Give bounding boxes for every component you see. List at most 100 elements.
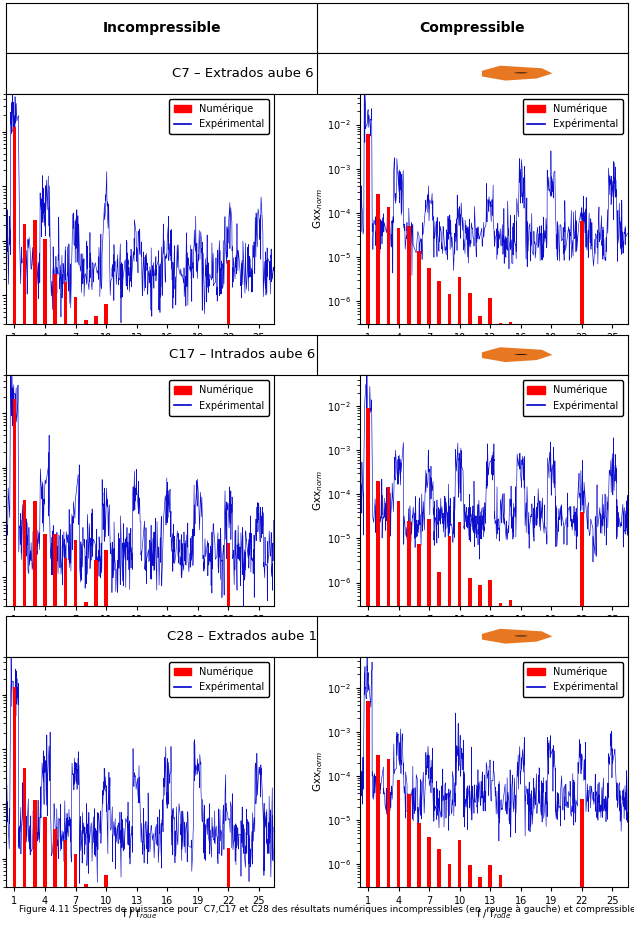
Bar [23,768,27,940]
Bar [397,780,400,940]
Bar [590,636,594,940]
Polygon shape [482,347,552,362]
Bar [196,685,200,940]
Bar [247,677,250,940]
Bar [468,578,472,940]
Bar [540,905,543,940]
Bar [94,560,98,940]
Bar [611,362,614,940]
Bar [498,875,502,940]
Bar [407,793,410,940]
Bar [74,854,77,940]
Text: Figure 4.11 Spectres de puissance pour  C7,C17 et C28 des résultats numériques i: Figure 4.11 Spectres de puissance pour C… [19,904,634,914]
Bar [508,322,512,940]
Bar [115,338,118,940]
Bar [105,875,108,940]
Bar [508,888,512,940]
Bar [397,501,400,940]
Bar [590,352,594,940]
Bar [611,931,614,940]
Bar [377,481,380,940]
Bar [145,355,148,940]
X-axis label: f / f$_{roue}$: f / f$_{roue}$ [476,626,512,640]
Bar [226,259,230,940]
Bar [508,600,512,940]
Bar [33,220,37,940]
Bar [417,822,421,940]
X-axis label: f / f$_{roue}$: f / f$_{roue}$ [476,907,512,921]
Bar [580,221,584,940]
Bar [247,407,250,940]
Bar [155,932,159,940]
Bar [63,840,67,940]
X-axis label: f / f$_{roue}$: f / f$_{roue}$ [122,626,158,640]
Bar [458,522,462,940]
Bar [600,929,604,940]
Bar [13,127,16,940]
Bar [84,603,87,940]
Bar [540,339,543,940]
Bar [257,708,261,940]
Bar [236,396,240,940]
Bar [216,665,220,940]
Bar [468,293,472,940]
X-axis label: f / f$_{roue}$: f / f$_{roue}$ [122,907,158,921]
Bar [550,339,553,940]
Bar [387,208,390,940]
Bar [366,134,370,940]
Bar [216,386,220,940]
Bar [186,371,190,940]
Bar [13,687,16,940]
Bar [550,907,553,940]
Bar [498,322,502,940]
Bar [529,334,533,940]
Polygon shape [482,629,552,644]
Bar [53,274,57,940]
Bar [407,521,410,940]
Bar [74,297,77,940]
Bar [176,937,179,940]
Bar [53,534,57,940]
Bar [125,908,128,940]
Bar [155,653,159,940]
X-axis label: f / f$_{roue}$: f / f$_{roue}$ [122,344,158,358]
Bar [206,668,210,940]
Bar [176,364,179,940]
Bar [125,339,128,940]
Bar [186,653,190,940]
Bar [427,268,431,940]
Bar [580,799,584,940]
Bar [478,877,482,940]
Bar [377,195,380,940]
Bar [570,634,573,940]
Bar [155,366,159,940]
Bar [550,627,553,940]
Y-axis label: Gxx$_{norm}$: Gxx$_{norm}$ [311,751,325,792]
Bar [145,634,148,940]
Bar [135,897,138,940]
Bar [427,837,431,940]
Bar [570,344,573,940]
Bar [115,617,118,940]
Bar [427,519,431,940]
Bar [540,621,543,940]
Bar [590,921,594,940]
Bar [105,550,108,940]
Bar [125,626,128,940]
Bar [458,277,462,940]
Bar [387,487,390,940]
Bar [226,849,230,940]
Bar [236,683,240,940]
Bar [448,536,451,940]
Bar [570,914,573,940]
Bar [529,619,533,940]
Bar [196,391,200,940]
Y-axis label: Gxx$_{norm}$: Gxx$_{norm}$ [311,470,325,511]
Text: Compressible: Compressible [420,21,525,35]
Legend: Numérique, Expérimental: Numérique, Expérimental [522,99,623,134]
Bar [437,281,441,940]
Y-axis label: Gxx$_{norm}$: Gxx$_{norm}$ [311,188,325,229]
Bar [600,645,604,940]
Bar [176,651,179,940]
Bar [257,411,261,940]
